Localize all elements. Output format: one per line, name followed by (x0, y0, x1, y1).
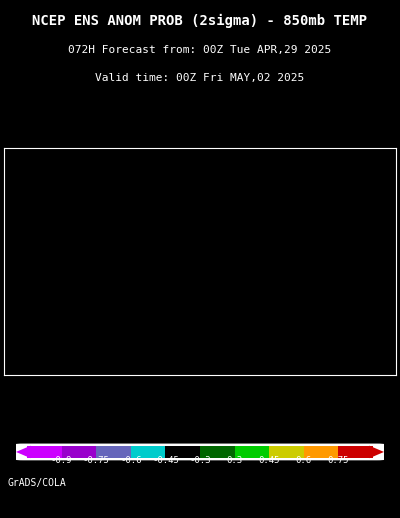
Text: GrADS/COLA: GrADS/COLA (8, 479, 67, 488)
Polygon shape (16, 445, 31, 458)
Text: NCEP ENS ANOM PROB (2sigma) - 850mb TEMP: NCEP ENS ANOM PROB (2sigma) - 850mb TEMP (32, 14, 368, 28)
Text: 0.3: 0.3 (226, 456, 243, 465)
Text: Valid time: 00Z Fri MAY,02 2025: Valid time: 00Z Fri MAY,02 2025 (95, 73, 305, 83)
Text: 0.75: 0.75 (328, 456, 349, 465)
Text: 072H Forecast from: 00Z Tue APR,29 2025: 072H Forecast from: 00Z Tue APR,29 2025 (68, 45, 332, 55)
Text: -0.6: -0.6 (120, 456, 142, 465)
Bar (234, 445, 269, 458)
Bar (62, 445, 96, 458)
Bar (166, 445, 200, 458)
Text: 0.6: 0.6 (296, 456, 312, 465)
Bar (304, 445, 338, 458)
Bar (131, 445, 166, 458)
Text: -0.75: -0.75 (83, 456, 110, 465)
Bar (338, 445, 373, 458)
FancyBboxPatch shape (16, 444, 384, 459)
Bar (96, 445, 131, 458)
Text: -0.45: -0.45 (152, 456, 179, 465)
Bar (27, 445, 62, 458)
Text: -0.9: -0.9 (51, 456, 72, 465)
Polygon shape (369, 445, 384, 458)
Text: -0.3: -0.3 (189, 456, 211, 465)
Bar (200, 445, 234, 458)
Bar (269, 445, 304, 458)
Text: 0.45: 0.45 (258, 456, 280, 465)
